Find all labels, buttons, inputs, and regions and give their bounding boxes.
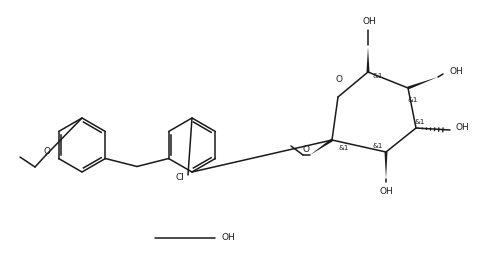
Polygon shape	[384, 152, 386, 179]
Text: &1: &1	[338, 145, 348, 151]
Polygon shape	[407, 77, 437, 89]
Text: &1: &1	[372, 143, 383, 149]
Text: &1: &1	[414, 119, 425, 125]
Text: OH: OH	[455, 124, 469, 133]
Text: &1: &1	[407, 97, 417, 103]
Text: Cl: Cl	[175, 174, 184, 183]
Text: O: O	[335, 75, 342, 84]
Polygon shape	[309, 139, 332, 155]
Text: O: O	[43, 146, 50, 155]
Polygon shape	[366, 47, 369, 72]
Text: O: O	[302, 145, 309, 154]
Text: OH: OH	[362, 18, 375, 27]
Text: OH: OH	[378, 186, 392, 195]
Text: OH: OH	[222, 234, 235, 242]
Text: OH: OH	[448, 67, 462, 75]
Text: &1: &1	[372, 73, 383, 79]
